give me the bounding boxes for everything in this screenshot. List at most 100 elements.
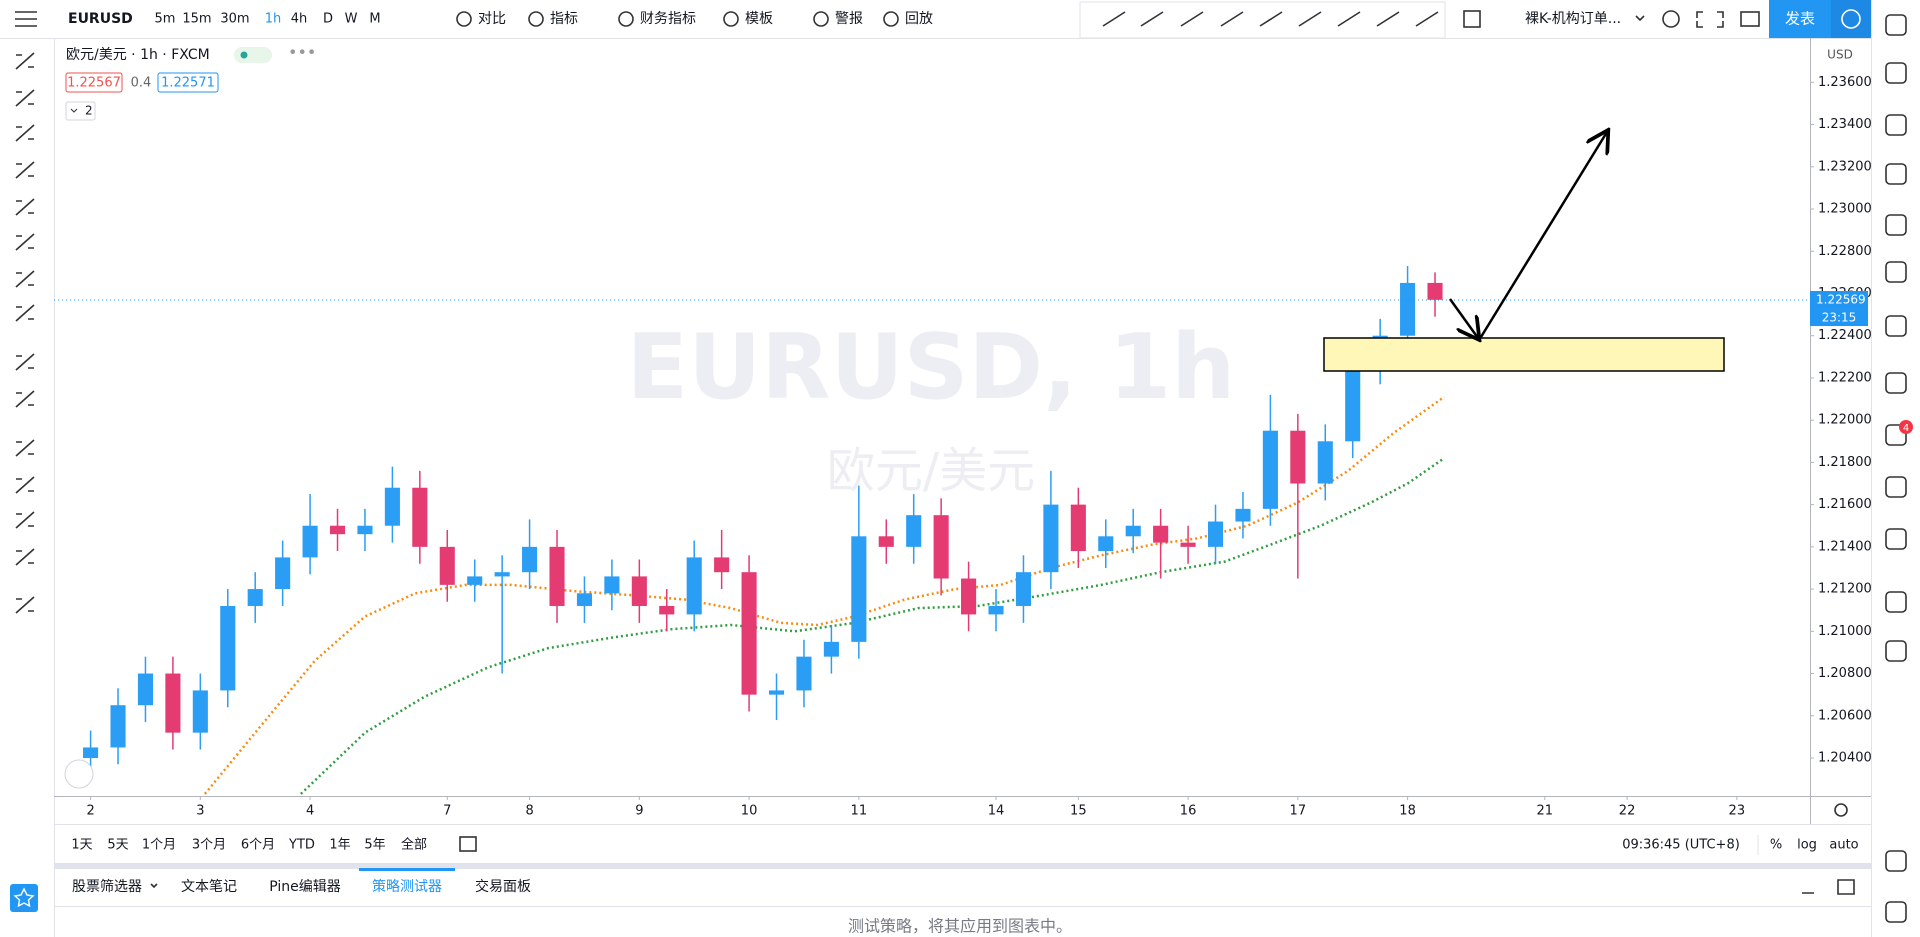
button-icon[interactable] xyxy=(456,11,472,27)
panel-tab[interactable]: Pine编辑器 xyxy=(269,879,341,895)
publish-label[interactable]: 发表 xyxy=(1785,10,1815,28)
sidebar-icon[interactable] xyxy=(1885,591,1907,613)
bid[interactable]: 1.22567 xyxy=(67,76,121,91)
draw-tool[interactable] xyxy=(1102,11,1126,27)
sidebar-icon[interactable] xyxy=(1885,850,1907,872)
date-range-icon[interactable] xyxy=(459,836,477,852)
fullscreen[interactable] xyxy=(1696,11,1724,28)
panel-tab[interactable]: 股票筛选器 xyxy=(72,879,142,895)
tool-icon[interactable] xyxy=(15,439,35,457)
collapsed-count[interactable]: 2 xyxy=(85,104,93,118)
tool-icon[interactable] xyxy=(15,233,35,251)
interval[interactable]: 15m xyxy=(182,12,211,27)
layout-icon[interactable] xyxy=(1463,10,1481,28)
toolbar-button[interactable]: 财务指标 xyxy=(640,11,696,27)
interval[interactable]: W xyxy=(345,12,358,27)
toolbar-button[interactable]: 警报 xyxy=(835,11,863,27)
axis-settings[interactable] xyxy=(1834,803,1848,817)
range-button[interactable]: 1个月 xyxy=(142,838,176,853)
tool-icon[interactable] xyxy=(15,596,35,614)
interval[interactable]: 4h xyxy=(291,12,308,27)
button-icon[interactable] xyxy=(813,11,829,27)
draw-tool[interactable] xyxy=(1259,11,1283,27)
tool-icon[interactable] xyxy=(15,124,35,142)
scale-option[interactable]: auto xyxy=(1829,838,1858,853)
tool-icon[interactable] xyxy=(15,511,35,529)
draw-tool[interactable] xyxy=(1415,11,1439,27)
arrow-down[interactable] xyxy=(1448,298,1478,338)
arrow-up[interactable] xyxy=(1479,132,1607,338)
tool-icon[interactable] xyxy=(15,52,35,70)
tool-icon[interactable] xyxy=(15,89,35,107)
button-icon[interactable] xyxy=(618,11,634,27)
publish-button[interactable] xyxy=(1769,0,1831,38)
layout-name[interactable]: 裸K-机构订单... xyxy=(1525,11,1621,27)
sidebar-icon[interactable] xyxy=(1885,528,1907,550)
interval[interactable]: 1h xyxy=(265,12,282,27)
button-icon[interactable] xyxy=(723,11,739,27)
tool-icon[interactable] xyxy=(15,198,35,216)
range-button[interactable]: 6个月 xyxy=(241,838,275,853)
draw-tool[interactable] xyxy=(1140,11,1164,27)
tool-icon[interactable] xyxy=(15,548,35,566)
range-button[interactable]: 3个月 xyxy=(192,838,226,853)
range-button[interactable]: 1年 xyxy=(329,838,350,853)
bid-box[interactable] xyxy=(65,72,123,93)
tool-icon[interactable] xyxy=(15,476,35,494)
toolbar-button[interactable]: 对比 xyxy=(478,11,506,27)
button-icon[interactable] xyxy=(883,11,899,27)
draw-tool[interactable] xyxy=(1337,11,1361,27)
sidebar-icon[interactable] xyxy=(1885,114,1907,136)
sidebar-icon[interactable] xyxy=(1885,214,1907,236)
button-icon[interactable] xyxy=(528,11,544,27)
sidebar-icon[interactable] xyxy=(1885,640,1907,662)
layout-dropdown[interactable] xyxy=(1635,15,1645,22)
tab-dropdown[interactable] xyxy=(150,883,158,889)
sidebar-icon[interactable] xyxy=(1885,372,1907,394)
toolbar-button[interactable]: 指标 xyxy=(550,11,578,27)
range-button[interactable]: YTD xyxy=(288,838,315,853)
range-button[interactable]: 1天 xyxy=(71,838,92,853)
panel-tab[interactable]: 策略测试器 xyxy=(372,878,442,895)
range-button[interactable]: 全部 xyxy=(401,837,427,853)
interval[interactable]: 30m xyxy=(220,12,249,27)
range-button[interactable]: 5年 xyxy=(364,838,385,853)
settings[interactable] xyxy=(1662,10,1680,28)
replay-button[interactable] xyxy=(1831,0,1871,38)
sidebar-icon[interactable] xyxy=(1885,163,1907,185)
scale-option[interactable]: log xyxy=(1797,838,1817,853)
tool-icon[interactable] xyxy=(15,304,35,322)
interval[interactable]: M xyxy=(369,12,380,27)
more[interactable]: ••• xyxy=(288,43,316,62)
tool-icon[interactable] xyxy=(15,161,35,179)
draw-tool[interactable] xyxy=(1220,11,1244,27)
tool-icon[interactable] xyxy=(15,270,35,288)
toolbar-button[interactable]: 回放 xyxy=(905,11,933,27)
draw-tool[interactable] xyxy=(1298,11,1322,27)
hamburger[interactable] xyxy=(15,11,37,27)
sidebar-icon[interactable] xyxy=(1885,901,1907,923)
ask-box[interactable] xyxy=(157,72,219,93)
sidebar-icon[interactable] xyxy=(1885,62,1907,84)
ask[interactable]: 1.22571 xyxy=(161,76,215,91)
draw-tool[interactable] xyxy=(1376,11,1400,27)
interval[interactable]: D xyxy=(323,12,333,27)
draw-tool[interactable] xyxy=(1180,11,1204,27)
status-pill[interactable] xyxy=(234,47,272,63)
collapse-box[interactable] xyxy=(65,101,96,121)
logo[interactable] xyxy=(64,759,94,789)
interval[interactable]: 5m xyxy=(155,12,176,27)
sidebar-icon[interactable] xyxy=(1885,261,1907,283)
panel-controls[interactable] xyxy=(1802,879,1855,895)
tool-icon[interactable] xyxy=(15,390,35,408)
tool-icon[interactable] xyxy=(15,353,35,371)
panel-tab[interactable]: 交易面板 xyxy=(475,878,531,895)
sidebar-icon[interactable] xyxy=(1885,476,1907,498)
toolbar-button[interactable]: 模板 xyxy=(745,11,773,27)
symbol[interactable]: EURUSD xyxy=(68,11,133,27)
panel-tab[interactable]: 文本笔记 xyxy=(181,879,237,895)
play-icon[interactable] xyxy=(1841,9,1861,29)
sidebar-icon[interactable] xyxy=(1885,424,1907,446)
scale-option[interactable]: % xyxy=(1770,838,1782,853)
watchlist-button[interactable] xyxy=(10,884,38,912)
